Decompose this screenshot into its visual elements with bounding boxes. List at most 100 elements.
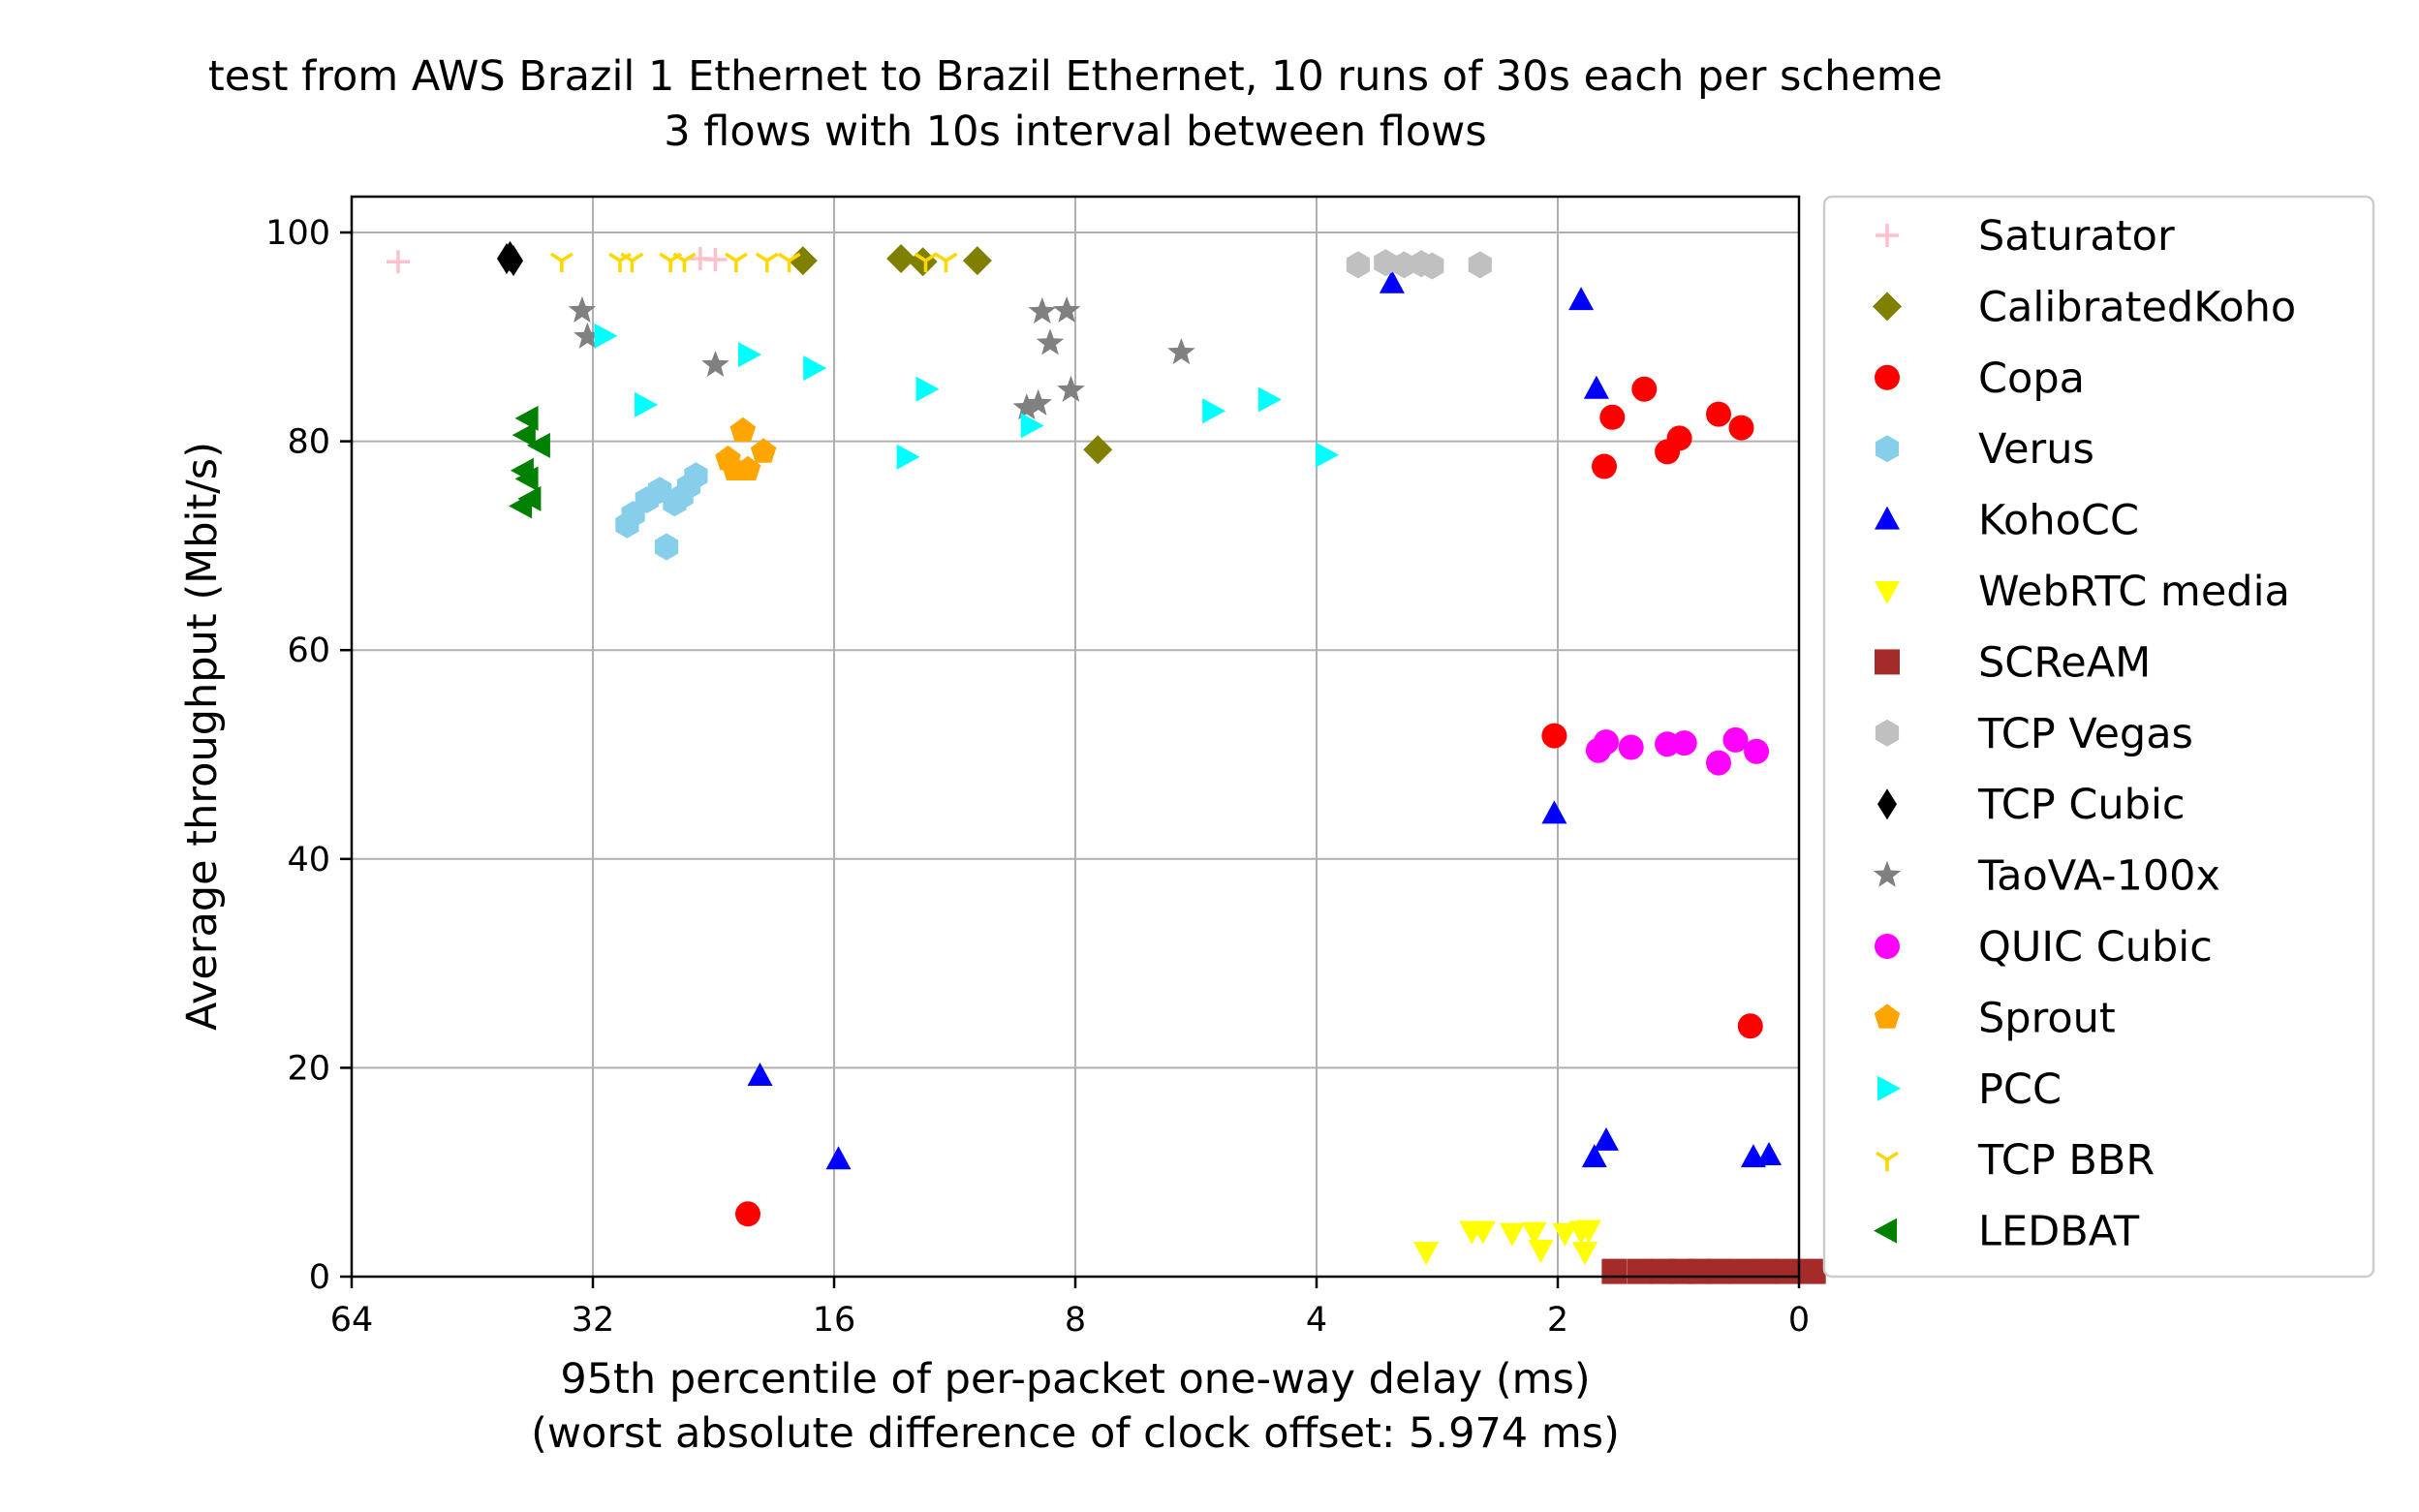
point-copa (1706, 401, 1731, 427)
x-tick-label: 64 (330, 1301, 374, 1340)
legend-marker-tcp-bbr (1876, 1151, 1899, 1172)
point-kohocc (1379, 269, 1405, 293)
y-tick-label: 40 (287, 841, 330, 879)
point-scream (1601, 1258, 1628, 1284)
x-tick-label: 0 (1788, 1301, 1810, 1340)
point-kohocc (1756, 1142, 1782, 1165)
legend-marker-webrtc-media (1875, 581, 1900, 604)
point-copa (1599, 404, 1626, 430)
point-webrtc-media (1575, 1219, 1601, 1244)
point-calibratedkoho (962, 246, 992, 276)
point-scream (1752, 1258, 1779, 1284)
point-webrtc-media (1470, 1220, 1496, 1245)
point-quic-cubic (1744, 738, 1770, 764)
legend-label-tcp-bbr: TCP BBR (1977, 1136, 2155, 1185)
point-taova-100x (574, 322, 602, 349)
point-quic-cubic (1706, 750, 1731, 776)
point-taova-100x (701, 350, 729, 377)
legend-label-copa: Copa (1978, 355, 2085, 403)
point-pcc (1257, 386, 1282, 413)
x-tick-label: 32 (572, 1301, 615, 1340)
x-tick-label: 2 (1547, 1301, 1568, 1340)
legend-label-taova-100x: TaoVA-100x (1977, 852, 2220, 901)
point-pcc (803, 355, 827, 382)
point-tcp-bbr (549, 252, 574, 273)
point-webrtc-media (1499, 1222, 1525, 1247)
point-webrtc-media (1521, 1221, 1547, 1246)
point-scream (1776, 1258, 1802, 1284)
legend-marker-pcc (1877, 1075, 1901, 1101)
legend-marker-scream (1875, 649, 1900, 675)
point-ledbat (514, 466, 539, 492)
point-pcc (1202, 398, 1226, 424)
legend-label-kohocc: KohoCC (1978, 497, 2139, 545)
legend-marker-sprout (1874, 1003, 1901, 1029)
point-taova-100x (568, 295, 597, 323)
point-taova-100x (1052, 295, 1081, 323)
point-pcc (1020, 413, 1044, 439)
point-copa (1631, 376, 1658, 402)
point-ledbat (526, 432, 550, 458)
point-tcp-bbr (672, 252, 697, 273)
y-tick-label: 100 (265, 214, 330, 253)
point-tcp-bbr (934, 252, 958, 273)
chart-subtitle: 3 flows with 10s interval between flows (664, 108, 1487, 156)
legend-marker-verus (1875, 435, 1900, 463)
legend-marker-quic-cubic (1875, 934, 1900, 959)
point-pcc (738, 342, 761, 368)
x-tick-label: 8 (1065, 1301, 1086, 1340)
point-kohocc (825, 1146, 852, 1170)
point-sprout (750, 438, 777, 463)
point-taova-100x (1057, 375, 1085, 402)
legend-marker-kohocc (1875, 506, 1900, 530)
point-quic-cubic (1594, 729, 1619, 756)
legend-marker-taova-100x (1873, 860, 1902, 887)
point-copa (1592, 453, 1617, 479)
legend-label-saturator: Saturator (1978, 212, 2175, 261)
legend-frame (1822, 195, 2375, 1279)
point-copa (1655, 439, 1681, 465)
y-tick-label: 0 (309, 1258, 330, 1297)
point-taova-100x (1167, 338, 1195, 365)
point-tcp-bbr (659, 252, 683, 273)
point-copa (1737, 1013, 1763, 1039)
point-pcc (594, 323, 618, 349)
point-scream (1706, 1258, 1731, 1284)
data-points (387, 240, 1826, 1284)
legend-label-sprout: Sprout (1978, 994, 2116, 1042)
legend-label-scream: SCReAM (1978, 638, 2151, 687)
legend-label-webrtc-media: WebRTC media (1978, 568, 2290, 616)
legend-marker-saturator (1876, 224, 1899, 247)
legend-marker-copa (1875, 364, 1900, 390)
grid-lines (352, 197, 1799, 1277)
point-sprout (729, 417, 757, 443)
point-webrtc-media (1528, 1240, 1554, 1263)
point-taova-100x (1036, 328, 1065, 355)
point-webrtc-media (1413, 1242, 1440, 1266)
x-tick-label: 16 (813, 1301, 856, 1340)
point-verus (684, 462, 708, 490)
legend-label-quic-cubic: QUIC Cubic (1978, 923, 2213, 972)
legend-marker-calibratedkoho (1873, 292, 1902, 322)
point-ledbat (512, 422, 536, 448)
point-tcp-vegas (1374, 249, 1398, 277)
point-calibratedkoho (1083, 435, 1113, 465)
point-copa (1541, 723, 1567, 749)
point-saturator (387, 250, 410, 274)
point-taova-100x (1024, 388, 1052, 416)
point-taova-100x (1028, 296, 1057, 324)
legend-label-tcp-cubic: TCP Cubic (1977, 781, 2186, 829)
y-tick-label: 60 (287, 632, 330, 670)
point-kohocc (1541, 800, 1567, 824)
point-webrtc-media (1572, 1242, 1597, 1266)
point-tcp-bbr (620, 252, 644, 273)
point-tcp-cubic (504, 245, 523, 277)
point-copa (735, 1201, 760, 1227)
point-scream (1800, 1258, 1826, 1284)
legend-marker-tcp-cubic (1877, 788, 1897, 820)
point-tcp-bbr (777, 252, 801, 273)
point-tcp-vegas (1468, 251, 1492, 279)
point-quic-cubic (1671, 730, 1697, 756)
point-tcp-bbr (724, 252, 748, 273)
